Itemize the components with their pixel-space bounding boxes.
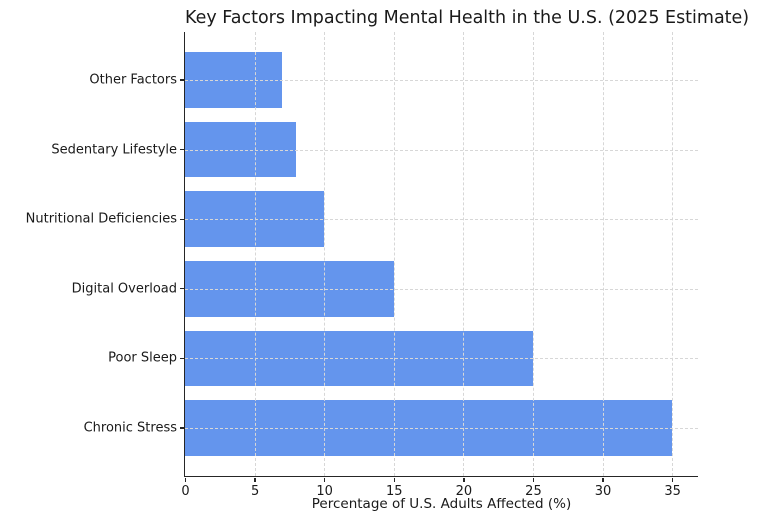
x-tick-mark-10	[324, 477, 326, 482]
y-tick-label-sedentary-lifestyle: Sedentary Lifestyle	[51, 142, 177, 158]
x-tick-label-25: 25	[525, 484, 542, 499]
x-tick-mark-30	[602, 477, 604, 482]
gridline-y-sedentary-lifestyle	[185, 149, 698, 151]
y-tick-label-poor-sleep: Poor Sleep	[108, 350, 177, 366]
x-axis-label: Percentage of U.S. Adults Affected (%)	[311, 496, 572, 512]
y-tick-mark-digital-overload	[180, 288, 184, 290]
gridline-y-chronic-stress	[185, 427, 698, 429]
x-tick-label-30: 30	[594, 484, 612, 499]
gridline-x-35	[672, 32, 674, 476]
x-tick-label-35: 35	[664, 484, 681, 499]
gridline-x-25	[532, 32, 534, 476]
x-tick-mark-20	[463, 477, 465, 482]
x-tick-mark-35	[672, 477, 674, 482]
bar-other-factors	[185, 52, 283, 108]
gridline-y-nutritional-deficiencies	[185, 219, 698, 221]
chart-title: Key Factors Impacting Mental Health in t…	[185, 8, 750, 28]
y-tick-mark-other-factors	[180, 79, 184, 81]
bar-sedentary-lifestyle	[185, 121, 297, 178]
x-tick-mark-25	[532, 477, 535, 482]
gridline-y-digital-overload	[185, 288, 698, 290]
x-tick-label-10: 10	[316, 484, 333, 499]
x-tick-label-0: 0	[181, 484, 190, 499]
y-tick-mark-nutritional-deficiencies	[180, 218, 184, 220]
y-tick-mark-poor-sleep	[180, 357, 184, 360]
x-tick-label-15: 15	[385, 484, 403, 499]
y-tick-label-nutritional-deficiencies: Nutritional Deficiencies	[25, 211, 177, 227]
x-tick-label-20: 20	[455, 484, 473, 499]
plot-area	[184, 32, 698, 477]
y-tick-label-chronic-stress: Chronic Stress	[83, 420, 177, 436]
gridline-x-10	[324, 32, 326, 476]
x-tick-mark-15	[393, 477, 395, 482]
y-tick-mark-chronic-stress	[180, 427, 184, 429]
gridline-x-5	[254, 32, 256, 476]
gridline-x-20	[463, 32, 465, 476]
gridline-y-other-factors	[185, 80, 698, 82]
gridline-x-30	[602, 32, 604, 476]
x-tick-mark-0	[184, 477, 187, 482]
x-tick-mark-5	[254, 477, 256, 482]
y-tick-mark-sedentary-lifestyle	[180, 148, 184, 151]
gridline-y-poor-sleep	[185, 358, 698, 360]
x-tick-label-5: 5	[250, 484, 260, 499]
y-tick-label-digital-overload: Digital Overload	[71, 281, 177, 297]
y-tick-label-other-factors: Other Factors	[89, 72, 177, 88]
gridline-x-15	[393, 32, 395, 476]
